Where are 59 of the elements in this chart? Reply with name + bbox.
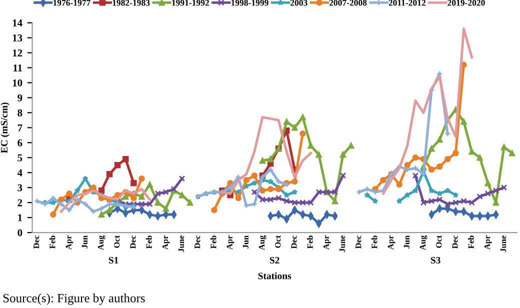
y-tick-label: 0 xyxy=(18,229,22,236)
y-tick-label: 12 xyxy=(12,49,22,56)
x-tick-label: Oct xyxy=(275,235,281,248)
legend-label: 2003 xyxy=(290,0,308,6)
y-tick-label: 6 xyxy=(18,139,22,146)
y-tick-label: 2 xyxy=(18,199,22,206)
x-axis-title: Stations xyxy=(258,272,292,280)
legend-label: 2007-2008 xyxy=(329,0,367,6)
x-tick-label: Feb xyxy=(307,236,313,249)
y-tick-label: 4 xyxy=(17,169,22,176)
x-tick-label: Jun xyxy=(82,235,88,248)
x-tick-label: Apr xyxy=(162,235,170,250)
x-tick-label: Aug xyxy=(258,235,266,250)
x-tick-label: June xyxy=(500,236,506,252)
y-tick-label: 5 xyxy=(18,154,22,162)
y-tick-label: 9 xyxy=(18,94,22,102)
x-tick-label: Feb xyxy=(468,236,474,249)
y-tick-label: 14 xyxy=(12,20,22,26)
legend-label: 1982-1983 xyxy=(112,0,150,6)
y-tick-label: 8 xyxy=(18,109,22,116)
x-tick-label: Feb xyxy=(49,236,56,249)
x-tick-label: June xyxy=(178,236,184,252)
text: S1 xyxy=(108,256,118,264)
x-tick-label: Apr xyxy=(323,235,331,250)
legend-label: 1976-1977 xyxy=(53,0,90,6)
x-tick-label: Dec xyxy=(130,236,136,249)
x-tick-label: Dec xyxy=(291,236,297,249)
x-tick-label: June xyxy=(340,236,346,252)
text: S2 xyxy=(270,256,280,264)
legend-label: 1991-1992 xyxy=(172,0,209,6)
x-tick-label: Dec xyxy=(356,236,362,249)
y-axis-title: EC (mS/cm) xyxy=(0,102,10,154)
y-tick-label: 11 xyxy=(14,64,22,72)
source-note: Source(s): Figure by authors xyxy=(3,294,145,305)
x-tick-label: Oct xyxy=(436,235,442,248)
legend-label: 1998-1999 xyxy=(231,0,268,6)
x-tick-label: Dec xyxy=(34,236,40,249)
x-tick-label: Dec xyxy=(452,236,458,249)
x-tick-label: Jun xyxy=(404,235,410,248)
y-tick-label: 1 xyxy=(18,214,22,222)
x-tick-label: Feb xyxy=(146,236,152,249)
x-tick-label: Apr xyxy=(66,235,74,250)
x-tick-label: Apr xyxy=(388,235,396,250)
text: S3 xyxy=(430,256,440,264)
x-tick-label: Apr xyxy=(484,235,492,250)
x-tick-label: Feb xyxy=(371,236,378,249)
x-tick-label: Aug xyxy=(98,235,106,250)
x-tick-label: Oct xyxy=(114,235,120,248)
y-tick-label: 7 xyxy=(18,124,22,132)
x-tick-label: Apr xyxy=(226,235,234,250)
x-tick-label: Aug xyxy=(420,235,428,250)
legend-label: 2011-2012 xyxy=(388,0,426,6)
y-tick-label: 3 xyxy=(18,184,22,192)
x-tick-label: Jun xyxy=(242,235,248,248)
legend-label: 2019-2020 xyxy=(448,0,485,6)
x-tick-label: Feb xyxy=(210,236,216,249)
y-tick-label: 13 xyxy=(12,34,22,42)
x-tick-label: Dec xyxy=(194,236,200,249)
y-tick-label: 10 xyxy=(12,79,22,86)
